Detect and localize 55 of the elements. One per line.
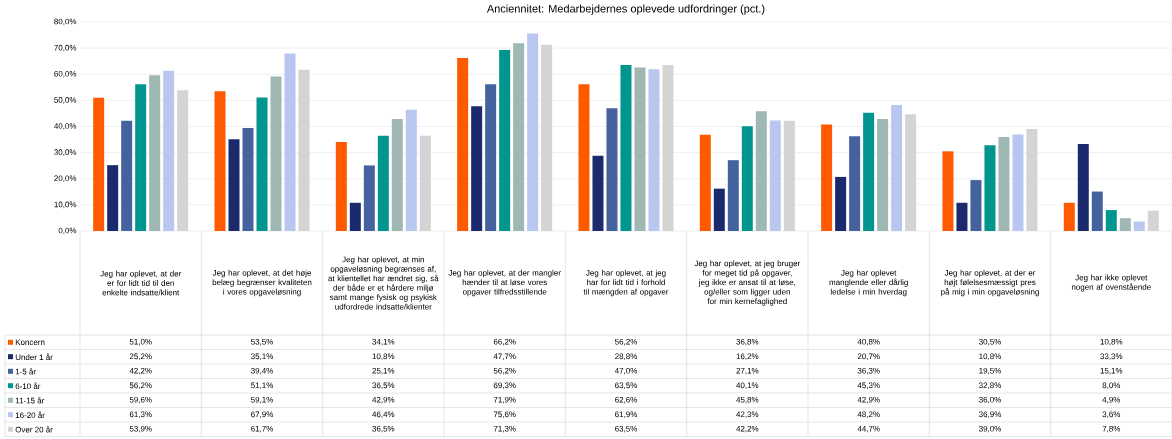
bar: [499, 49, 511, 231]
bar: [363, 165, 375, 231]
bar: [592, 155, 604, 231]
bar: [1119, 218, 1131, 231]
bar: [699, 134, 711, 231]
bar: [821, 124, 833, 231]
bar: [713, 188, 725, 231]
bar: [256, 97, 268, 231]
bar: [1105, 210, 1117, 231]
bar: [835, 176, 847, 231]
bar: [956, 202, 968, 231]
bar: [405, 109, 417, 231]
bar: [135, 84, 147, 231]
bar: [1077, 143, 1089, 231]
bar: [93, 97, 105, 231]
bar: [1012, 134, 1024, 231]
bar: [1133, 221, 1145, 231]
bar: [214, 91, 226, 231]
bar: [620, 65, 632, 231]
bar: [270, 76, 282, 231]
bar: [457, 58, 469, 231]
bar: [891, 105, 903, 231]
bar: [741, 126, 753, 231]
bar: [849, 136, 861, 231]
bar: [485, 84, 497, 231]
bar: [863, 112, 875, 231]
bar: [578, 84, 590, 231]
bar: [377, 135, 389, 231]
bar: [984, 145, 996, 231]
bar: [242, 128, 254, 231]
bar: [970, 180, 982, 231]
bar: [1091, 191, 1103, 231]
bar: [727, 160, 739, 231]
bar: [942, 151, 954, 231]
bar: [755, 111, 767, 231]
bar: [513, 43, 525, 231]
bar: [648, 69, 660, 231]
bar: [121, 120, 133, 231]
bar: [769, 120, 781, 231]
bar: [163, 70, 175, 231]
bar: [471, 106, 483, 231]
bar: [606, 108, 618, 231]
bar: [149, 75, 161, 231]
bar: [877, 118, 889, 231]
chart-title: Anciennitet: Medarbejdernes oplevede udfordringer (pct.): [486, 4, 765, 15]
bar: [335, 141, 347, 231]
bar: [107, 165, 119, 231]
bar: [998, 136, 1010, 231]
bar: [228, 139, 240, 231]
bar: [527, 33, 539, 231]
bar: [391, 118, 403, 231]
bar: [284, 53, 296, 231]
bar: [349, 202, 361, 231]
bar: [634, 67, 646, 231]
bar: [1063, 202, 1075, 231]
